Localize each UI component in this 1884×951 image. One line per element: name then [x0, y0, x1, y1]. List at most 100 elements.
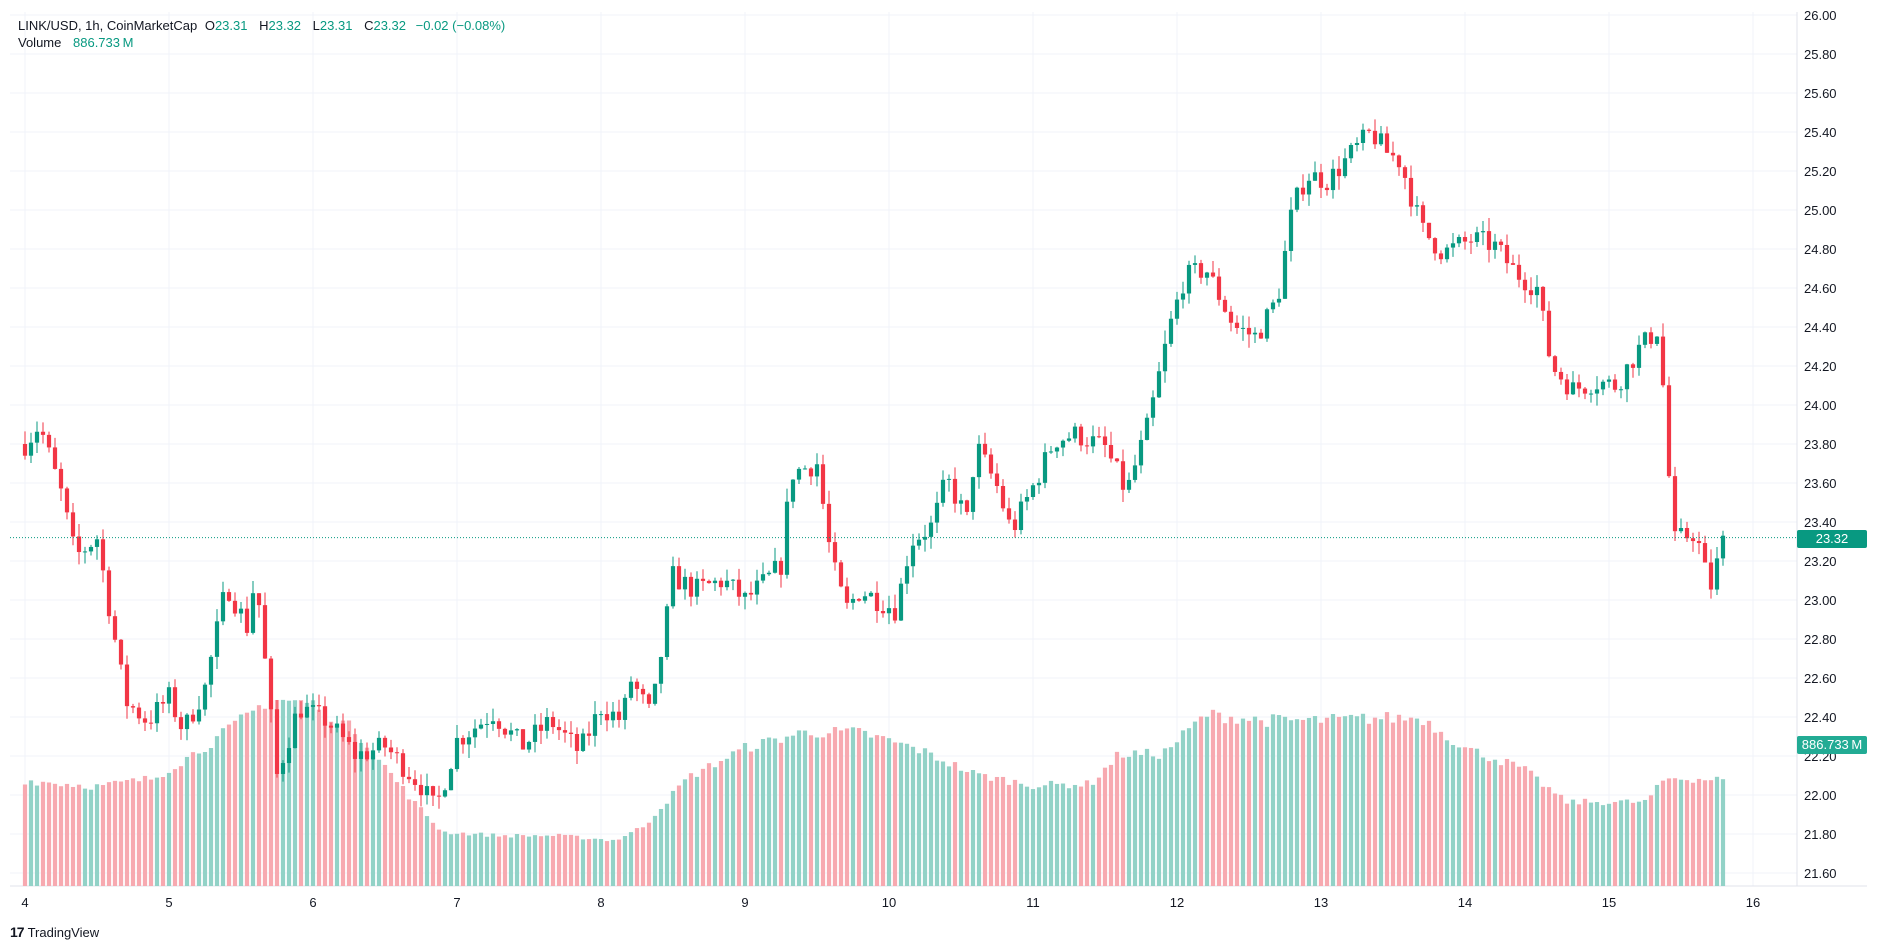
volume-bar: [1342, 716, 1348, 886]
candle-body: [1138, 439, 1144, 466]
candle-body: [562, 730, 568, 733]
volume-bar: [514, 834, 520, 886]
volume-bar: [22, 784, 28, 886]
volume-bar: [526, 836, 532, 886]
candle-body: [1216, 276, 1222, 300]
volume-bar: [976, 773, 982, 886]
candle-body: [1186, 264, 1192, 294]
candle-body: [850, 598, 856, 603]
candle-body: [1108, 444, 1114, 459]
volume-bar: [364, 747, 370, 886]
candle-body: [724, 580, 730, 588]
candle-body: [1702, 543, 1708, 563]
candle-body: [532, 724, 538, 742]
candle-body: [1234, 322, 1240, 328]
volume-bar: [1570, 799, 1576, 886]
candle-body: [514, 729, 520, 731]
tradingview-brand[interactable]: 17 TradingView: [10, 924, 99, 940]
candle-body: [1456, 237, 1462, 244]
low-value: 23.31: [319, 18, 353, 33]
volume-bar: [862, 730, 868, 886]
candle-body: [1534, 286, 1540, 296]
volume-bar: [958, 770, 964, 886]
candle-body: [220, 592, 226, 622]
volume-bar: [190, 752, 196, 886]
volume-bar: [1636, 801, 1642, 886]
volume-bar: [1084, 780, 1090, 886]
volume-bar: [1360, 713, 1366, 886]
candle-body: [112, 616, 118, 640]
volume-bar: [556, 833, 562, 886]
volume-bar: [352, 734, 358, 886]
volume-bar: [1318, 722, 1324, 886]
volume-bar: [814, 737, 820, 886]
volume-bar: [1336, 716, 1342, 886]
volume-bar: [1540, 786, 1546, 886]
candle-body: [1252, 332, 1258, 335]
candle-body: [22, 444, 28, 456]
candle-body: [1156, 371, 1162, 398]
volume-bar: [616, 839, 622, 886]
price-tick-label: 22.80: [1804, 632, 1837, 647]
volume-bar: [952, 762, 958, 886]
volume-bar: [694, 776, 700, 886]
candle-body: [1354, 142, 1360, 145]
candle-body: [94, 539, 100, 547]
volume-bar: [1678, 779, 1684, 886]
volume-bar: [142, 775, 148, 886]
candle-body: [580, 733, 586, 751]
candle-body: [196, 709, 202, 722]
candle-body: [814, 464, 820, 477]
candle-body: [418, 784, 424, 796]
ohlc-row: LINK/USD, 1h, CoinMarketCap O23.31 H23.3…: [18, 17, 505, 34]
candle-body: [316, 705, 322, 707]
candle-body: [352, 741, 358, 759]
volume-bar: [1600, 805, 1606, 886]
candle-body: [1198, 263, 1204, 278]
volume-bar: [1402, 720, 1408, 886]
volume-bar: [1486, 761, 1492, 886]
volume-bar: [1582, 798, 1588, 886]
time-tick-label: 5: [165, 895, 172, 910]
volume-bar: [718, 760, 724, 886]
candle-body: [184, 714, 190, 730]
candle-body: [994, 473, 1000, 487]
candle-body: [1540, 286, 1546, 311]
volume-bar: [994, 776, 1000, 886]
volume-bar: [544, 835, 550, 886]
candle-body: [1264, 309, 1270, 339]
volume-bar: [1006, 784, 1012, 886]
candle-body: [742, 592, 748, 597]
volume-bar: [304, 702, 310, 886]
volume-bar: [436, 829, 442, 886]
volume-bar: [454, 833, 460, 886]
volume-bar: [1594, 802, 1600, 886]
volume-bar: [832, 727, 838, 886]
volume-bar: [1546, 787, 1552, 886]
volume-bar: [826, 733, 832, 886]
candle-body: [1516, 264, 1522, 280]
candle-body: [460, 737, 466, 745]
candle-body: [172, 687, 178, 718]
volume-bar: [910, 746, 916, 886]
candle-body: [268, 658, 274, 710]
volume-bar: [1186, 728, 1192, 886]
volume-bar: [754, 748, 760, 886]
volume-bar: [820, 737, 826, 886]
volume-bar: [1528, 770, 1534, 886]
candle-body: [1414, 205, 1420, 207]
volume-bar: [736, 749, 742, 886]
volume-bar: [292, 700, 298, 886]
candle-body: [82, 551, 88, 553]
time-tick-label: 7: [453, 895, 460, 910]
candle-body: [1096, 436, 1102, 438]
volume-bar: [940, 761, 946, 886]
volume-bar: [40, 781, 46, 886]
volume-bar: [1300, 719, 1306, 886]
volume-bar: [604, 841, 610, 886]
volume-bar: [82, 788, 88, 886]
candle-body: [70, 512, 76, 537]
volume-bar: [442, 831, 448, 886]
volume-bar: [358, 742, 364, 886]
